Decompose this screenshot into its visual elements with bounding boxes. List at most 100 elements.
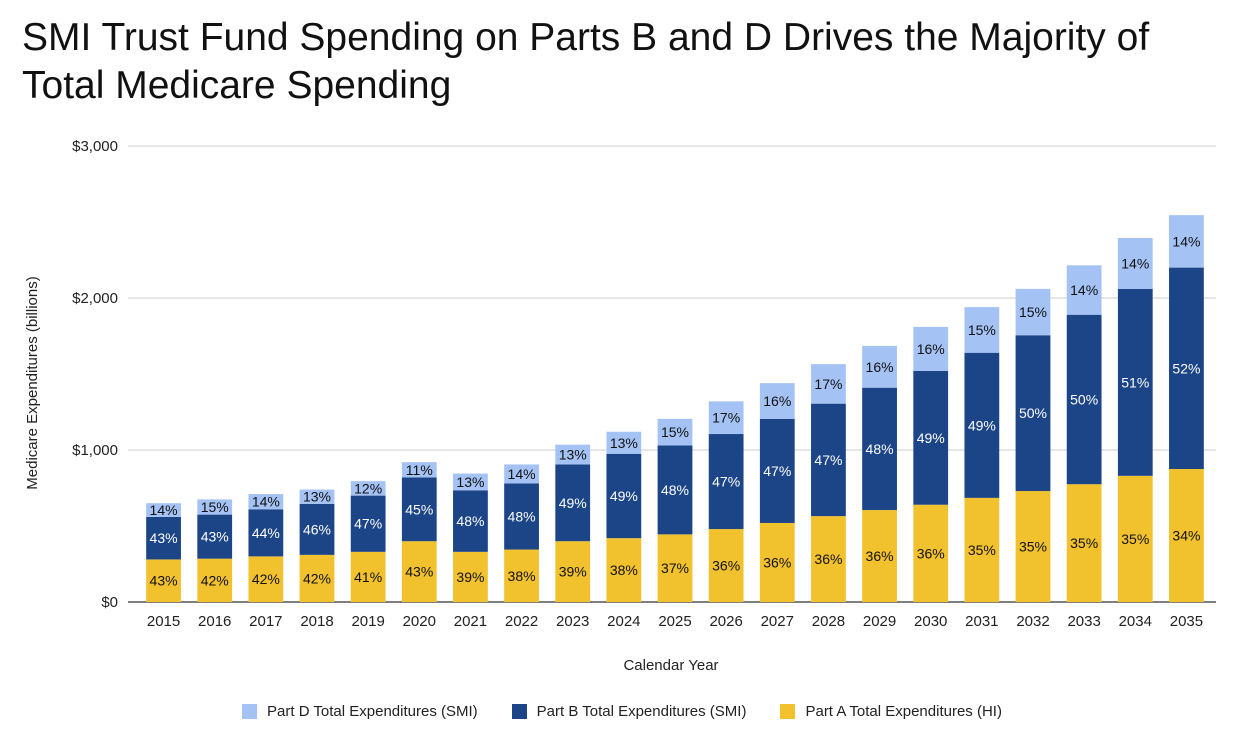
y-tick-label: $2,000 xyxy=(72,290,118,307)
bar-segment xyxy=(299,503,335,555)
data-label: 12% xyxy=(354,480,382,496)
bar-segment xyxy=(708,401,744,435)
x-tick-label: 2029 xyxy=(863,613,896,630)
data-label: 16% xyxy=(866,359,894,375)
bar-segment xyxy=(759,522,795,602)
data-label: 48% xyxy=(456,513,484,529)
data-label: 43% xyxy=(150,530,178,546)
bar-segment xyxy=(555,444,591,465)
bars: 43% 43% 14% 42% 43% 15% 42% 44% 14% 42% 46% 13% 41% 4… xyxy=(146,215,1204,602)
bar-segment xyxy=(759,383,795,419)
data-label: 17% xyxy=(712,410,740,426)
x-tick-label: 2019 xyxy=(351,613,384,630)
data-label: 39% xyxy=(559,564,587,580)
bar-segment xyxy=(657,418,693,446)
bar-segment xyxy=(964,497,1000,602)
bar-segment xyxy=(1015,491,1051,602)
bar-segment xyxy=(350,551,386,602)
data-label: 41% xyxy=(354,569,382,585)
bar-segment xyxy=(504,549,539,602)
bar-segment xyxy=(146,559,181,602)
data-label: 36% xyxy=(917,545,945,561)
bar-segment xyxy=(811,403,846,517)
bar-segment xyxy=(606,538,642,602)
x-tick-label: 2023 xyxy=(556,613,589,630)
data-label: 13% xyxy=(559,447,587,463)
bar-segment xyxy=(862,387,897,511)
data-label: 42% xyxy=(303,570,331,586)
data-label: 47% xyxy=(354,516,382,532)
data-label: 49% xyxy=(917,430,945,446)
bar-segment xyxy=(299,489,335,504)
bar-segment xyxy=(555,464,591,542)
bar-segment xyxy=(1169,215,1204,268)
legend-swatch xyxy=(780,703,796,719)
bar-segment xyxy=(657,445,693,535)
bar-segment xyxy=(1066,484,1102,602)
legend: Part D Total Expenditures (SMI) Part B To… xyxy=(0,696,1244,726)
data-label: 38% xyxy=(508,568,536,584)
bar-segment xyxy=(811,516,846,602)
data-label: 15% xyxy=(1019,304,1047,320)
legend-item: Part B Total Expenditures (SMI) xyxy=(511,702,747,720)
data-label: 37% xyxy=(661,560,689,576)
x-tick-label: 2018 xyxy=(300,613,333,630)
data-label: 15% xyxy=(968,322,996,338)
x-tick-label: 2024 xyxy=(607,613,640,630)
bar-segment xyxy=(1169,267,1204,469)
y-tick-label: $1,000 xyxy=(72,442,118,459)
x-tick-label: 2032 xyxy=(1016,613,1049,630)
data-label: 46% xyxy=(303,521,331,537)
bar-segment xyxy=(504,483,539,550)
x-tick-label: 2035 xyxy=(1170,613,1203,630)
bar-segment xyxy=(350,495,386,552)
bar-segment xyxy=(248,494,284,510)
data-label: 13% xyxy=(456,474,484,490)
bar-segment xyxy=(1117,237,1153,289)
bar-segment xyxy=(453,551,488,602)
x-tick-label: 2030 xyxy=(914,613,947,630)
x-tick-label: 2021 xyxy=(454,613,487,630)
data-label: 15% xyxy=(201,499,229,515)
legend-item: Part D Total Expenditures (SMI) xyxy=(242,703,478,720)
data-label: 43% xyxy=(150,573,178,589)
data-label: 50% xyxy=(1019,405,1047,421)
data-label: 36% xyxy=(866,548,894,564)
bar-segment xyxy=(401,477,437,542)
x-tick-label: 2028 xyxy=(812,613,845,630)
bar-segment xyxy=(350,481,386,496)
bar-segment xyxy=(1117,288,1153,476)
bar-segment xyxy=(862,345,897,388)
legend-label: Part D Total Expenditures (SMI) xyxy=(267,702,478,720)
data-label: 13% xyxy=(610,435,638,451)
data-label: 14% xyxy=(508,466,536,482)
bar-segment xyxy=(606,453,642,539)
data-label: 44% xyxy=(252,525,280,541)
data-label: 36% xyxy=(712,558,740,574)
x-tick-label: 2026 xyxy=(709,613,742,630)
bar-segment xyxy=(913,326,949,371)
bar-segment xyxy=(555,541,591,602)
data-label: 47% xyxy=(814,452,842,468)
data-label: 39% xyxy=(456,569,484,585)
data-label: 51% xyxy=(1121,374,1149,390)
chart-title: SMI Trust Fund Spending on Parts B and D… xyxy=(22,16,1150,107)
x-tick-label: 2031 xyxy=(965,613,998,630)
data-label: 14% xyxy=(150,502,178,518)
bar-segment xyxy=(913,504,949,602)
x-tick-label: 2034 xyxy=(1119,613,1152,630)
y-axis: $0 $1,000 $2,000 $3,000 xyxy=(72,138,118,611)
data-label: 14% xyxy=(1070,282,1098,298)
data-label: 42% xyxy=(252,571,280,587)
bar-segment xyxy=(146,503,181,517)
bar-segment xyxy=(964,307,1000,353)
data-label: 11% xyxy=(406,462,433,478)
bar-segment xyxy=(1066,314,1102,485)
legend-swatch xyxy=(511,703,527,719)
bar-segment xyxy=(401,541,437,602)
data-label: 49% xyxy=(610,488,638,504)
x-tick-label: 2020 xyxy=(403,613,436,630)
x-tick-label: 2016 xyxy=(198,613,231,630)
legend-label: Part B Total Expenditures (SMI) xyxy=(536,702,747,720)
bar-segment xyxy=(248,509,284,557)
